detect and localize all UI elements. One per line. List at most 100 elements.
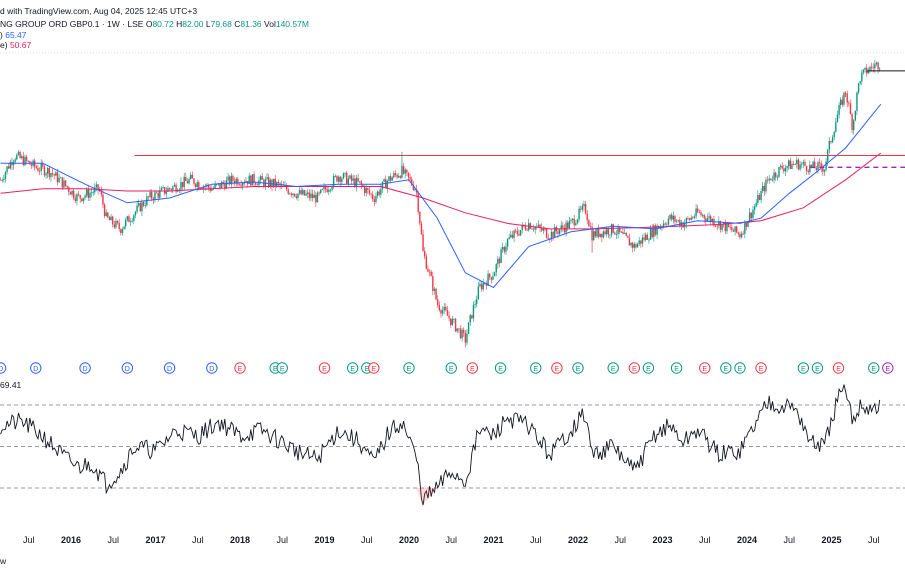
candle-body-275 xyxy=(446,310,449,316)
candle-body-343 xyxy=(557,231,559,234)
event-badge-label-25: E xyxy=(724,366,729,373)
candle-body-26 xyxy=(42,163,44,167)
candle-body-250 xyxy=(406,169,408,173)
candle-body-74 xyxy=(120,229,122,234)
candle-body-71 xyxy=(115,220,117,228)
candle-body-9 xyxy=(14,159,16,162)
candle-body-403 xyxy=(654,225,657,235)
published-text: d with TradingView.com, Aug 04, 2025 12:… xyxy=(0,6,198,16)
candle-body-304 xyxy=(493,272,496,277)
candle-body-94 xyxy=(152,198,155,201)
candle-body-156 xyxy=(253,174,255,183)
event-badge-circle-6 xyxy=(234,362,246,374)
x-axis-label-14: Jul xyxy=(614,535,626,545)
candle-body-411 xyxy=(667,218,670,225)
candle-body-280 xyxy=(454,319,457,332)
candle-body-31 xyxy=(50,173,52,177)
candle-body-98 xyxy=(159,190,161,198)
candle-body-263 xyxy=(427,268,429,272)
candle-body-223 xyxy=(362,184,364,187)
candle-body-336 xyxy=(545,228,548,238)
event-badge-circle-9 xyxy=(318,362,331,374)
rsi-oversold-fill xyxy=(416,488,438,505)
candle-body-525 xyxy=(853,120,855,131)
candle-body-303 xyxy=(492,276,494,280)
candle-body-369 xyxy=(599,233,601,237)
candle-body-310 xyxy=(503,247,506,252)
event-badge-0: D xyxy=(0,362,7,374)
x-axis-label-9: 2020 xyxy=(399,535,419,545)
candle-body-154 xyxy=(250,175,252,186)
candle-body-466 xyxy=(757,194,759,204)
candle-body-212 xyxy=(344,172,346,174)
candle-body-524 xyxy=(851,114,853,131)
candle-body-393 xyxy=(638,240,640,244)
candle-body-217 xyxy=(352,178,354,181)
candle-body-294 xyxy=(477,286,480,300)
candle-body-286 xyxy=(464,332,467,343)
candle-body-512 xyxy=(831,136,834,143)
candle-body-302 xyxy=(490,277,493,280)
candle-body-266 xyxy=(432,276,434,291)
x-axis-label-7: 2019 xyxy=(314,535,334,545)
candle-body-89 xyxy=(144,205,146,207)
event-badge-label-3: D xyxy=(125,366,130,373)
candle-body-48 xyxy=(77,194,80,196)
candle-body-244 xyxy=(396,174,398,178)
ohlc-value-1: 82.00 xyxy=(182,19,204,29)
candle-body-398 xyxy=(646,234,649,240)
candle-body-418 xyxy=(679,220,681,226)
candle-body-6 xyxy=(9,161,12,169)
event-badge-1: D xyxy=(30,362,42,374)
candle-body-516 xyxy=(838,105,840,115)
candle-body-530 xyxy=(861,72,863,82)
candle-body-188 xyxy=(305,193,307,196)
candle-body-160 xyxy=(259,176,262,181)
event-badge-23: E xyxy=(670,362,683,374)
candle-body-176 xyxy=(285,185,288,190)
event-badge-label-10: E xyxy=(350,366,355,373)
event-badge-label-31: E xyxy=(871,366,876,373)
event-badge-label-7: E xyxy=(273,366,278,373)
event-badge-28: E xyxy=(797,362,810,374)
event-badge-21: E xyxy=(628,362,641,374)
candle-body-207 xyxy=(336,175,338,182)
candle-body-510 xyxy=(828,141,831,150)
candle-body-38 xyxy=(61,177,64,188)
x-axis-label-8: Jul xyxy=(361,535,373,545)
candle-body-233 xyxy=(378,191,380,195)
published-note: d with TradingView.com, Aug 04, 2025 12:… xyxy=(0,6,197,16)
rsi-line xyxy=(0,384,881,506)
candle-body-248 xyxy=(402,166,405,174)
candle-body-208 xyxy=(337,176,340,182)
candle-body-448 xyxy=(727,222,730,227)
candle-body-500 xyxy=(812,161,814,167)
candle-body-183 xyxy=(297,193,299,198)
candle-body-219 xyxy=(355,178,358,187)
candle-body-444 xyxy=(721,224,723,230)
candle-body-347 xyxy=(563,227,566,233)
candle-body-86 xyxy=(139,203,142,212)
candle-body-25 xyxy=(40,163,42,172)
candle-body-432 xyxy=(701,214,704,216)
candle-body-116 xyxy=(188,179,190,184)
candle-body-140 xyxy=(227,176,229,181)
candle-body-40 xyxy=(64,180,67,186)
candle-body-290 xyxy=(471,315,473,319)
candle-body-84 xyxy=(136,205,138,212)
candle-body-247 xyxy=(401,166,403,178)
candle-body-10 xyxy=(16,154,18,160)
candle-body-91 xyxy=(147,196,150,198)
candle-body-113 xyxy=(183,176,185,188)
candle-body-367 xyxy=(596,228,598,237)
candle-body-489 xyxy=(794,164,796,165)
candle-body-424 xyxy=(688,218,691,220)
candle-body-43 xyxy=(69,191,72,195)
candle-body-482 xyxy=(783,168,785,172)
candle-body-493 xyxy=(801,163,803,165)
event-badge-24: E xyxy=(699,362,711,374)
candle-body-454 xyxy=(737,232,740,234)
event-badge-label-0: D xyxy=(0,366,3,373)
x-axis-label-13: 2022 xyxy=(568,535,588,545)
